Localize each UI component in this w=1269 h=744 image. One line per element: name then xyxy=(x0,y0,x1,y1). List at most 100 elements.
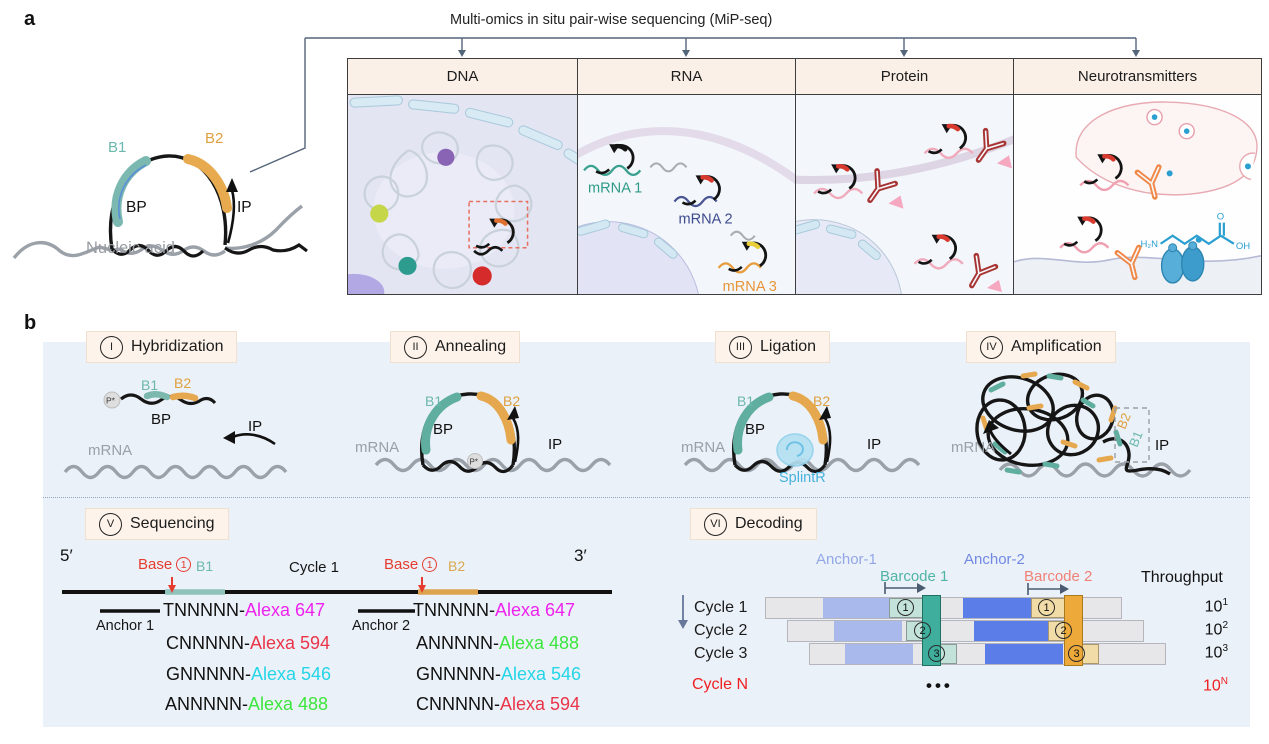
cycle-n-label: Cycle N xyxy=(692,676,749,693)
membrane-icon xyxy=(578,127,795,185)
omics-boxes: DNA xyxy=(347,58,1262,295)
b2-label: B2 xyxy=(503,393,520,409)
protein-box: Protein xyxy=(795,59,1013,294)
dye-label: Alexa 647 xyxy=(494,600,576,620)
antibody-unit xyxy=(923,124,1012,168)
splintr-enzyme-icon xyxy=(776,433,814,467)
bp-label: BP xyxy=(433,421,453,438)
antibody-unit xyxy=(913,235,1002,292)
splintr-label: SplintR xyxy=(779,470,826,486)
step-numeral-1: I xyxy=(100,335,123,359)
panel-b-label: b xyxy=(24,312,37,334)
tangle-barcode-dashes xyxy=(980,371,1123,475)
step-name-6: Decoding xyxy=(735,515,803,532)
probe-b2-label: B2 xyxy=(205,130,223,147)
mrna-label: mRNA xyxy=(88,442,132,459)
dye-label: Alexa 488 xyxy=(499,633,580,653)
amplification-diagram: B2 B1 IP mRNA xyxy=(951,371,1192,478)
rna-box-body: mRNA 1 mRNA 2 mRNA 3 xyxy=(578,95,795,294)
rna-illustration: mRNA 1 mRNA 2 mRNA 3 xyxy=(578,95,795,294)
gaba-oh-label: OH xyxy=(1236,241,1250,252)
probe-antibody-unit xyxy=(1079,154,1173,199)
panel-b-divider xyxy=(43,497,1250,498)
receptor-icon xyxy=(1160,236,1205,284)
read-num-circle: 1 xyxy=(897,599,914,616)
probe-ip-label: IP xyxy=(237,199,252,216)
padlock-probe-icon xyxy=(12,154,308,260)
dye-label: Alexa 546 xyxy=(501,664,582,684)
anchor1-decode-label: Anchor-1 xyxy=(816,551,877,568)
dna-box-header: DNA xyxy=(348,59,577,95)
locus-dot-green xyxy=(370,204,389,223)
step-chip-annealing: II Annealing xyxy=(390,331,521,363)
step-name-3: Ligation xyxy=(760,338,817,355)
throughput-value: 101 xyxy=(1204,597,1228,616)
step-name-4: Amplification xyxy=(1011,338,1102,355)
mrna-label: mRNA xyxy=(355,439,399,456)
probe-bp-label: BP xyxy=(126,199,147,216)
ip-label: IP xyxy=(1155,437,1169,454)
panel-a-schematic: B1 B2 BP IP Nucleic acid xyxy=(12,37,1140,260)
gaba-amine-label: H₂N xyxy=(1141,239,1159,250)
anchor1-label: Anchor 1 xyxy=(96,618,155,634)
read-num-circle: 2 xyxy=(1055,622,1072,639)
dna-box: DNA xyxy=(348,59,577,294)
protein-box-header: Protein xyxy=(796,59,1013,95)
seq-row: TNNNNN-Alexa 647 xyxy=(413,600,576,620)
rna-box: RNA xyxy=(577,59,795,294)
b2-label: B2 xyxy=(813,393,830,409)
protein-box-body xyxy=(796,95,1013,294)
read-num-circle: 3 xyxy=(1068,645,1085,662)
ligation-diagram: B1 B2 BP IP mRNA SplintR xyxy=(681,391,921,486)
base1-label: Base 1 xyxy=(138,556,192,573)
rna-box-header: RNA xyxy=(578,59,795,95)
step-chip-decoding: VI Decoding xyxy=(690,508,817,540)
read-num-circle: 1 xyxy=(1038,599,1055,616)
step-numeral-2: II xyxy=(404,335,427,359)
five-prime-label: 5′ xyxy=(60,546,73,565)
figure-title: Multi-omics in situ pair-wise sequencing… xyxy=(450,12,773,28)
gaba-molecule xyxy=(1159,222,1235,246)
seq-b1-label: B1 xyxy=(196,558,214,574)
gaba-o-label: O xyxy=(1217,212,1224,223)
bp-label: BP xyxy=(151,411,171,428)
anchor2-label: Anchor 2 xyxy=(352,618,411,634)
barcode1-label: Barcode 1 xyxy=(880,568,949,585)
bp-label: BP xyxy=(745,421,765,438)
b1-rot-label: B1 xyxy=(1126,429,1146,449)
mrna-label: mRNA xyxy=(681,439,725,456)
anchor2-decode-label: Anchor-2 xyxy=(964,551,1025,568)
step-name-2: Annealing xyxy=(435,338,507,355)
phosphate-label: P* xyxy=(106,396,116,406)
throughput-value-n: 10N xyxy=(1202,676,1228,695)
vesicle-icon xyxy=(1178,122,1195,140)
seq-b2-label: B2 xyxy=(448,558,466,574)
mrna2-label: mRNA 2 xyxy=(678,212,732,228)
b1-label: B1 xyxy=(141,377,158,393)
step-numeral-4: IV xyxy=(980,335,1003,359)
seq-row: TNNNNN-Alexa 647 xyxy=(163,600,326,620)
nucleic-acid-label: Nucleic acid xyxy=(86,239,175,257)
step-chip-amplification: IV Amplification xyxy=(966,331,1116,363)
neurotransmitters-box: Neurotransmitters xyxy=(1013,59,1261,294)
protein-illustration xyxy=(796,95,1013,294)
ellipsis: ••• xyxy=(926,676,953,695)
neurotransmitters-box-body: H₂N O OH xyxy=(1014,95,1261,294)
step-numeral-5: V xyxy=(99,512,122,536)
dye-label: Alexa 594 xyxy=(500,694,581,714)
step-name-5: Sequencing xyxy=(130,515,215,532)
nucleus-icon xyxy=(796,219,902,294)
steps-1-4-diagram: P* B1 B2 BP IP mRNA P* B1 B2 BP xyxy=(63,371,1192,486)
antibody-unit xyxy=(813,164,904,208)
annealing-diagram: P* B1 B2 BP IP mRNA xyxy=(355,391,612,474)
barcode2-label: Barcode 2 xyxy=(1024,568,1093,585)
neurotransmitters-box-header: Neurotransmitters xyxy=(1014,59,1261,95)
base2-label: Base 1 xyxy=(384,556,438,573)
cycle-label: Cycle 1 xyxy=(694,599,748,616)
step-numeral-3: III xyxy=(729,335,752,359)
sequencing-lines xyxy=(62,577,612,613)
mrna3-label: mRNA 3 xyxy=(723,279,777,294)
dye-label: Alexa 488 xyxy=(248,694,329,714)
phosphate-label: P* xyxy=(470,458,478,467)
